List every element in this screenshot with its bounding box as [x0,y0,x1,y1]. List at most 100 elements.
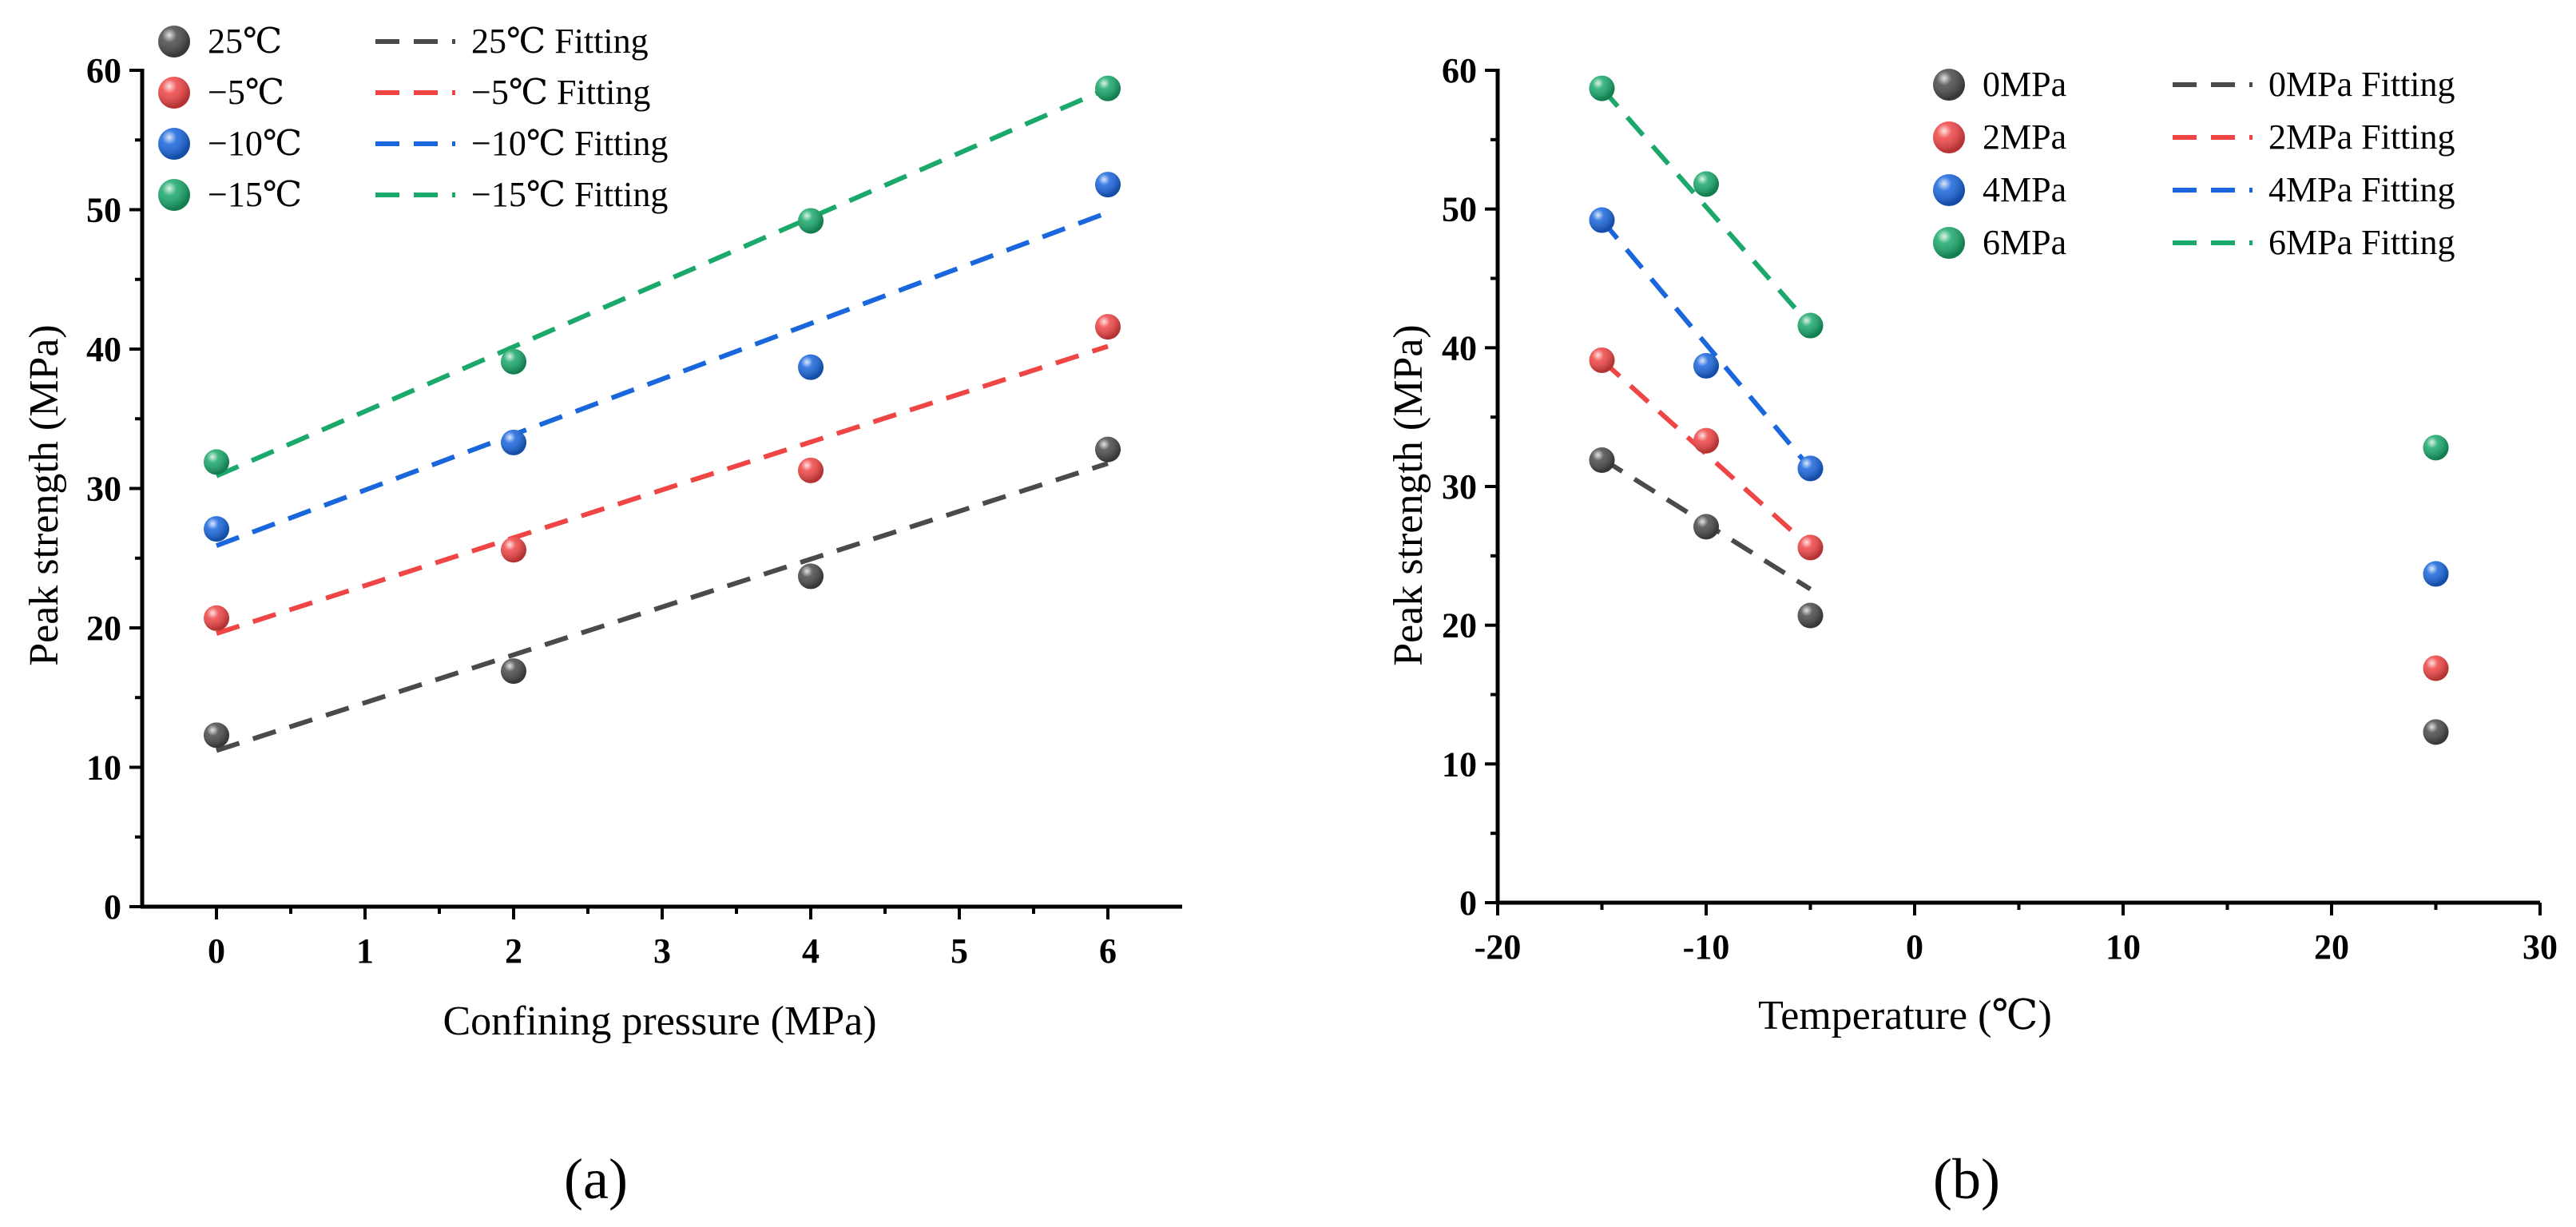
panel-b-x-tick-label: -20 [1475,927,1522,967]
panel-b-y-tick-label: 10 [1442,745,1477,784]
panel-a-x-tick-label: 0 [208,931,225,971]
panel-a-y-tick-label: 40 [86,330,121,369]
legend-fit-label: 25℃ Fitting [471,22,649,61]
panel-a-xlabel: Confining pressure (MPa) [443,999,876,1044]
legend-marker-shine [158,179,190,211]
legend-marker-shine [158,77,190,109]
fit-line [215,85,1109,478]
panel-a-y-tick-label: 30 [86,470,121,509]
data-point-shine [1095,314,1121,340]
legend-marker-shine [1933,121,1965,153]
data-point-shine [2423,561,2449,587]
panel-b-y-tick-label: 20 [1442,606,1477,645]
data-point-shine [1589,447,1615,474]
legend-label: −10℃ [208,124,302,163]
panel-b-chart: 0 10 20 30 40 50 60 -20 -10 0 10 20 30 0MPa 0MPa Fitt… [1386,51,2558,1211]
panel-a-ylabel: Peak strength (MPa) [22,324,67,665]
legend-marker-shine [1933,174,1965,206]
data-point-shine [798,208,824,234]
data-point-shine [798,563,824,590]
data-point-shine [1693,514,1719,540]
legend-fit-label: −5℃ Fitting [471,73,650,112]
legend-label: −5℃ [208,73,284,112]
data-point-shine [1797,312,1824,339]
panel-a-y-tick-label: 20 [86,609,121,648]
fit-line [216,461,1109,753]
data-point-shine [1797,455,1824,482]
legend-label: 4MPa [1983,170,2066,209]
data-point-shine [1095,436,1121,463]
data-point-shine [204,605,229,631]
panel-a-fit-lines [215,85,1109,753]
data-point-shine [798,354,824,380]
data-point-shine [501,429,526,455]
panel-a-x-tick-label: 2 [505,931,522,971]
panel-b-y-tick-label: 40 [1442,328,1477,367]
data-point-shine [2423,435,2449,461]
panel-b-x-tick-label: 20 [2314,927,2349,967]
panel-b-axes: 0 10 20 30 40 50 60 -20 -10 0 10 20 30 [1442,51,2558,967]
panel-a-data-points [204,75,1121,749]
data-point-shine [501,348,526,375]
data-point-shine [1095,172,1121,198]
data-point-shine [1693,352,1719,379]
data-point-shine [1589,75,1615,101]
panel-a-x-tick-label: 6 [1099,931,1117,971]
fit-line [216,343,1109,636]
legend-label: 0MPa [1983,65,2066,104]
panel-a-x-tick-label: 3 [653,931,671,971]
panel-b-label: (b) [1933,1147,2000,1211]
panel-a-axes: 0 10 20 30 40 50 60 0 1 2 3 4 5 6 [86,51,1182,971]
panel-b-y-tick-label: 0 [1459,884,1477,923]
panel-a-y-tick-label: 50 [86,191,121,230]
data-point-shine [2423,719,2449,745]
panel-b-x-tick-label: -10 [1683,927,1730,967]
panel-b-y-tick-label: 60 [1442,51,1477,90]
panel-b-x-tick-label: 10 [2106,927,2141,967]
data-point-shine [204,449,229,475]
panel-b-legend: 0MPa 0MPa Fitting 2MPa 2MPa Fitting 4MPa 4MPa… [1933,65,2455,262]
panel-a-y-tick-label: 10 [86,749,121,788]
data-point-shine [1693,171,1719,197]
panel-a-label: (a) [564,1147,628,1211]
data-point-shine [1797,602,1824,629]
legend-fit-label: −10℃ Fitting [471,124,668,163]
panel-a-x-tick-label: 4 [802,931,820,971]
data-point-shine [501,658,526,685]
data-point-shine [501,537,526,563]
panel-a-y-tick-label: 60 [86,51,121,90]
panel-b-xlabel: Temperature (℃) [1758,993,2052,1038]
legend-fit-label: 4MPa Fitting [2268,170,2455,209]
data-point-shine [1589,207,1615,233]
fit-line [215,210,1109,548]
fit-line [1600,358,1812,550]
legend-marker-shine [1933,227,1965,259]
legend-label: 25℃ [208,22,282,61]
legend-label: −15℃ [208,175,302,214]
data-point-shine [204,516,229,542]
panel-b-y-tick-label: 30 [1442,467,1477,506]
legend-fit-label: 0MPa Fitting [2268,65,2455,104]
legend-marker-shine [158,26,190,58]
legend-fit-label: 6MPa Fitting [2268,223,2455,262]
legend-label: 2MPa [1983,117,2066,157]
fit-line [1600,218,1812,471]
panel-b-x-tick-label: 0 [1906,927,1923,967]
legend-fit-label: 2MPa Fitting [2268,117,2455,157]
data-point-shine [204,722,229,749]
data-point-shine [1095,75,1121,101]
data-point-shine [798,457,824,483]
panel-a-legend: 25℃ 25℃ Fitting −5℃ −5℃ Fitting −10℃ −10℃ Fit… [158,22,668,214]
data-point-shine [2423,655,2449,681]
panel-a-y-tick-label: 0 [104,887,121,927]
legend-label: 6MPa [1983,223,2066,262]
panel-a-chart: 0 10 20 30 40 50 60 0 1 2 3 4 5 6 25℃ 25℃ Fitting −5℃ −5… [22,22,1182,1211]
panel-b-ylabel: Peak strength (MPa) [1386,324,1431,665]
data-point-shine [1797,534,1824,561]
panel-b-x-tick-label: 30 [2522,927,2558,967]
panel-a-x-tick-label: 1 [356,931,374,971]
panel-a-x-tick-label: 5 [951,931,968,971]
legend-fit-label: −15℃ Fitting [471,175,668,214]
legend-marker-shine [1933,69,1965,101]
